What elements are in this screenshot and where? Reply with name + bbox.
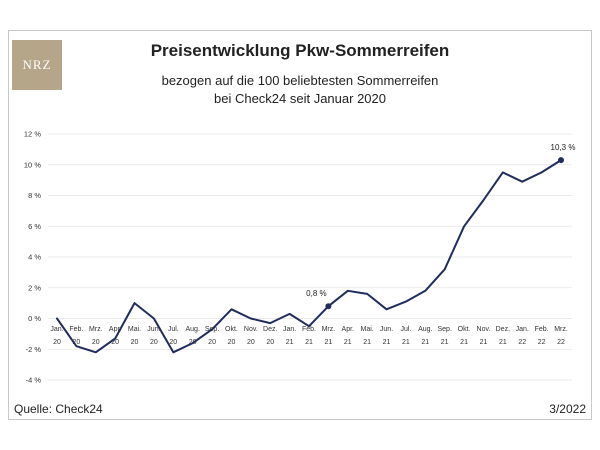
date-note: 3/2022: [549, 402, 586, 416]
x-tick-label-month: Jan.: [516, 326, 529, 333]
data-label: 0,8 %: [306, 289, 326, 298]
data-point-marker: [325, 303, 332, 310]
chart-title: Preisentwicklung Pkw-Sommerreifen: [150, 41, 450, 60]
y-tick-label: 8 %: [28, 191, 41, 200]
series: [56, 159, 562, 354]
x-tick-label-month: Feb.: [535, 326, 549, 333]
x-tick-label-month: Jun.: [380, 326, 393, 333]
data-point-marker: [558, 157, 564, 164]
y-tick-label: 4 %: [28, 253, 41, 262]
nrz-logo: NRZ: [12, 40, 62, 90]
x-tick-label-year: 21: [421, 339, 429, 346]
x-tick-label-month: Mai.: [128, 326, 141, 333]
x-tick-label-month: Apr.: [109, 326, 122, 333]
x-tick-label-year: 21: [305, 339, 313, 346]
x-tick-label-year: 20: [150, 339, 158, 346]
x-tick-label-month: Dez.: [496, 326, 510, 333]
data-label: 10,3 %: [551, 143, 576, 152]
x-tick-label-year: 21: [324, 339, 332, 346]
x-tick-label-month: Nov.: [477, 326, 491, 333]
x-tick-label-year: 20: [111, 339, 119, 346]
y-tick-label: 6 %: [28, 222, 41, 231]
x-tick-label-month: Nov.: [244, 326, 258, 333]
chart-subtitle-line2: bei Check24 seit Januar 2020: [213, 91, 386, 106]
y-tick-label: 2 %: [28, 283, 41, 292]
x-tick-label-month: Okt.: [458, 326, 471, 333]
x-tick-label-month: Jan.: [283, 326, 296, 333]
x-tick-label-year: 20: [208, 339, 216, 346]
x-tick-label-year: 21: [286, 339, 294, 346]
x-tick-label-month: Apr.: [342, 326, 355, 333]
x-tick-label-year: 20: [266, 339, 274, 346]
y-tick-label: 12 %: [24, 130, 41, 139]
y-tick-label: -4 %: [26, 376, 42, 385]
x-tick-label-month: Jul.: [168, 326, 179, 333]
y-tick-label: 0 %: [28, 314, 41, 323]
x-tick-label-month: Feb.: [69, 326, 83, 333]
x-tick-label-year: 21: [383, 339, 391, 346]
x-axis-tick-labels: Jan. 20 Feb. 20 Mrz. 20 Apr. 20 Mai. 20 Jun. 20 Jul.…: [50, 326, 567, 346]
x-tick-label-month: Jul.: [400, 326, 411, 333]
x-tick-label-year: 21: [441, 339, 449, 346]
x-tick-label-month: Aug.: [185, 326, 199, 333]
y-axis-tick-labels: 12 % 10 % 8 % 6 % 4 % 2 % 0 % -2 % -4 %: [24, 130, 41, 385]
x-tick-label-year: 20: [131, 339, 139, 346]
x-tick-label-year: 20: [92, 339, 100, 346]
x-tick-label-month: Jun.: [147, 326, 160, 333]
series-line: [56, 159, 562, 354]
x-tick-label-year: 21: [402, 339, 410, 346]
x-tick-label-month: Feb.: [302, 326, 316, 333]
x-tick-label-year: 20: [169, 339, 177, 346]
x-tick-label-year: 21: [499, 339, 507, 346]
x-tick-label-month: Mrz.: [322, 326, 336, 333]
chart-subtitle-line1: bezogen auf die 100 beliebtesten Sommerr…: [161, 73, 439, 88]
x-tick-label-month: Okt.: [225, 326, 238, 333]
y-tick-label: 10 %: [24, 160, 41, 169]
x-tick-label-year: 21: [460, 339, 468, 346]
x-tick-label-year: 22: [518, 339, 526, 346]
x-tick-label-year: 21: [480, 339, 488, 346]
x-tick-label-year: 21: [344, 339, 352, 346]
x-tick-label-year: 22: [538, 339, 546, 346]
x-tick-label-year: 20: [228, 339, 236, 346]
x-tick-label-month: Mrz.: [554, 326, 568, 333]
x-tick-label-year: 21: [363, 339, 371, 346]
x-tick-label-year: 22: [557, 339, 565, 346]
chart-frame: [8, 30, 592, 420]
x-tick-label-year: 20: [53, 339, 61, 346]
annotations: 0,8 % 10,3 %: [306, 143, 576, 310]
x-tick-label-month: Mai.: [361, 326, 374, 333]
grid-lines: [48, 133, 572, 381]
x-tick-label-year: 20: [72, 339, 80, 346]
logo-text: NRZ: [22, 57, 52, 72]
x-tick-label-month: Sep.: [437, 326, 451, 333]
y-tick-label: -2 %: [26, 345, 42, 354]
x-tick-label-month: Jan.: [50, 326, 63, 333]
x-tick-label-month: Mrz.: [89, 326, 103, 333]
source-note: Quelle: Check24: [14, 402, 103, 416]
x-tick-label-month: Dez.: [263, 326, 277, 333]
x-tick-label-year: 20: [247, 339, 255, 346]
x-tick-label-month: Aug.: [418, 326, 432, 333]
